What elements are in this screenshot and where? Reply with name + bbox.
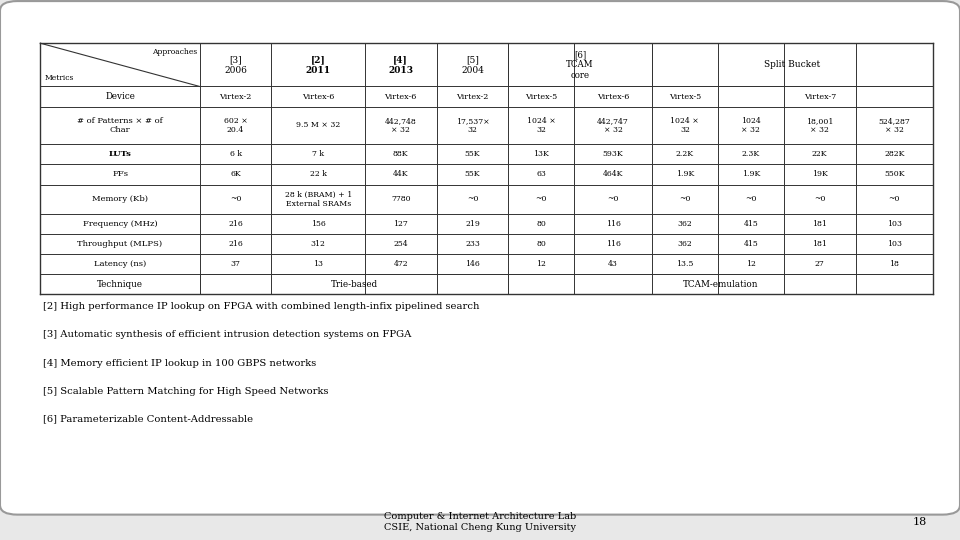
Text: ~0: ~0 [889, 195, 900, 203]
Text: 524,287
× 32: 524,287 × 32 [878, 117, 910, 134]
Text: Virtex-2: Virtex-2 [220, 92, 252, 100]
Text: Approaches: Approaches [152, 48, 197, 56]
Text: Virtex-2: Virtex-2 [456, 92, 489, 100]
Text: 22K: 22K [812, 150, 828, 158]
Text: [2] High performance IP lookup on FPGA with combined length-infix pipelined sear: [2] High performance IP lookup on FPGA w… [43, 302, 480, 312]
Text: 18: 18 [890, 260, 900, 268]
Text: 472: 472 [394, 260, 408, 268]
Text: 282K: 282K [884, 150, 904, 158]
Text: 1.9K: 1.9K [742, 171, 760, 179]
Text: 1.9K: 1.9K [676, 171, 694, 179]
Text: 116: 116 [606, 240, 620, 248]
Text: 312: 312 [311, 240, 325, 248]
Text: 19K: 19K [812, 171, 828, 179]
Text: Virtex-6: Virtex-6 [302, 92, 334, 100]
Text: 7780: 7780 [391, 195, 411, 203]
Text: [5]
2004: [5] 2004 [461, 55, 484, 75]
FancyBboxPatch shape [0, 1, 960, 515]
Text: 13.5: 13.5 [676, 260, 693, 268]
Text: 156: 156 [311, 220, 325, 228]
Text: 18,001
× 32: 18,001 × 32 [806, 117, 833, 134]
Text: 127: 127 [394, 220, 408, 228]
Text: 181: 181 [812, 240, 828, 248]
Text: 464K: 464K [603, 171, 623, 179]
Text: 103: 103 [887, 240, 901, 248]
Text: 362: 362 [678, 220, 692, 228]
Text: 9.5 M × 32: 9.5 M × 32 [296, 122, 340, 130]
Text: 442,748
× 32: 442,748 × 32 [385, 117, 417, 134]
Text: 415: 415 [744, 220, 758, 228]
Text: 2.3K: 2.3K [742, 150, 760, 158]
Text: 146: 146 [465, 260, 480, 268]
Text: 13K: 13K [534, 150, 549, 158]
Text: Virtex-5: Virtex-5 [669, 92, 701, 100]
Text: [4] Memory efficient IP lookup in 100 GBPS networks: [4] Memory efficient IP lookup in 100 GB… [43, 359, 317, 368]
Text: [3] Automatic synthesis of efficient intrusion detection systems on FPGA: [3] Automatic synthesis of efficient int… [43, 330, 412, 340]
Text: Virtex-6: Virtex-6 [597, 92, 630, 100]
Text: [2]
2011: [2] 2011 [305, 55, 331, 75]
Text: Throughput (MLPS): Throughput (MLPS) [78, 240, 162, 248]
Text: 6 k: 6 k [229, 150, 242, 158]
Text: 28 k (BRAM) + 1
External SRAMs: 28 k (BRAM) + 1 External SRAMs [284, 191, 351, 208]
Text: [6]
TCAM
core: [6] TCAM core [566, 50, 594, 80]
Text: 2.2K: 2.2K [676, 150, 694, 158]
Text: 80: 80 [537, 220, 546, 228]
Text: 55K: 55K [465, 171, 480, 179]
Text: 103: 103 [887, 220, 901, 228]
Text: Memory (Kb): Memory (Kb) [92, 195, 148, 203]
Text: 44K: 44K [393, 171, 409, 179]
Text: [6] Parameterizable Content-Addressable: [6] Parameterizable Content-Addressable [43, 415, 253, 424]
Text: 6K: 6K [230, 171, 241, 179]
Text: ~0: ~0 [467, 195, 478, 203]
Text: 88K: 88K [393, 150, 409, 158]
Text: 593K: 593K [603, 150, 623, 158]
Text: Virtex-7: Virtex-7 [804, 92, 836, 100]
Text: TCAM-emulation: TCAM-emulation [683, 280, 758, 289]
Text: Latency (ns): Latency (ns) [94, 260, 146, 268]
Text: 7 k: 7 k [312, 150, 324, 158]
Text: 219: 219 [465, 220, 480, 228]
Text: 1024
× 32: 1024 × 32 [741, 117, 760, 134]
Text: 13: 13 [313, 260, 324, 268]
Text: 216: 216 [228, 220, 243, 228]
Text: 12: 12 [537, 260, 546, 268]
Text: ~0: ~0 [536, 195, 547, 203]
Text: 181: 181 [812, 220, 828, 228]
Text: 216: 216 [228, 240, 243, 248]
Text: 37: 37 [230, 260, 241, 268]
Text: [3]
2006: [3] 2006 [225, 55, 247, 75]
Text: [5] Scalable Pattern Matching for High Speed Networks: [5] Scalable Pattern Matching for High S… [43, 387, 328, 396]
Text: 22 k: 22 k [310, 171, 326, 179]
Text: 63: 63 [537, 171, 546, 179]
Text: 362: 362 [678, 240, 692, 248]
Text: ~0: ~0 [679, 195, 690, 203]
Text: FFs: FFs [112, 171, 128, 179]
Text: ~0: ~0 [745, 195, 756, 203]
Text: 12: 12 [746, 260, 756, 268]
Text: Virtex-5: Virtex-5 [525, 92, 558, 100]
Text: 602 ×
20.4: 602 × 20.4 [224, 117, 248, 134]
Text: 80: 80 [537, 240, 546, 248]
Text: ~0: ~0 [229, 195, 241, 203]
Text: 43: 43 [609, 260, 618, 268]
Text: 1024 ×
32: 1024 × 32 [670, 117, 699, 134]
Text: Technique: Technique [97, 280, 143, 289]
Text: Frequency (MHz): Frequency (MHz) [83, 220, 157, 228]
Text: 116: 116 [606, 220, 620, 228]
Text: Device: Device [105, 92, 135, 101]
Text: ~0: ~0 [814, 195, 826, 203]
Text: 442,747
× 32: 442,747 × 32 [597, 117, 629, 134]
Text: 254: 254 [394, 240, 408, 248]
Text: 27: 27 [815, 260, 825, 268]
Text: Trie-based: Trie-based [330, 280, 377, 289]
Text: 18: 18 [912, 517, 926, 527]
Text: 233: 233 [465, 240, 480, 248]
Text: [4]
2013: [4] 2013 [388, 55, 414, 75]
Text: 55K: 55K [465, 150, 480, 158]
Text: 415: 415 [744, 240, 758, 248]
Text: Split Bucket: Split Bucket [764, 60, 821, 69]
Text: Virtex-6: Virtex-6 [385, 92, 417, 100]
Text: 550K: 550K [884, 171, 904, 179]
Text: ~0: ~0 [608, 195, 619, 203]
Text: 1024 ×
32: 1024 × 32 [527, 117, 556, 134]
